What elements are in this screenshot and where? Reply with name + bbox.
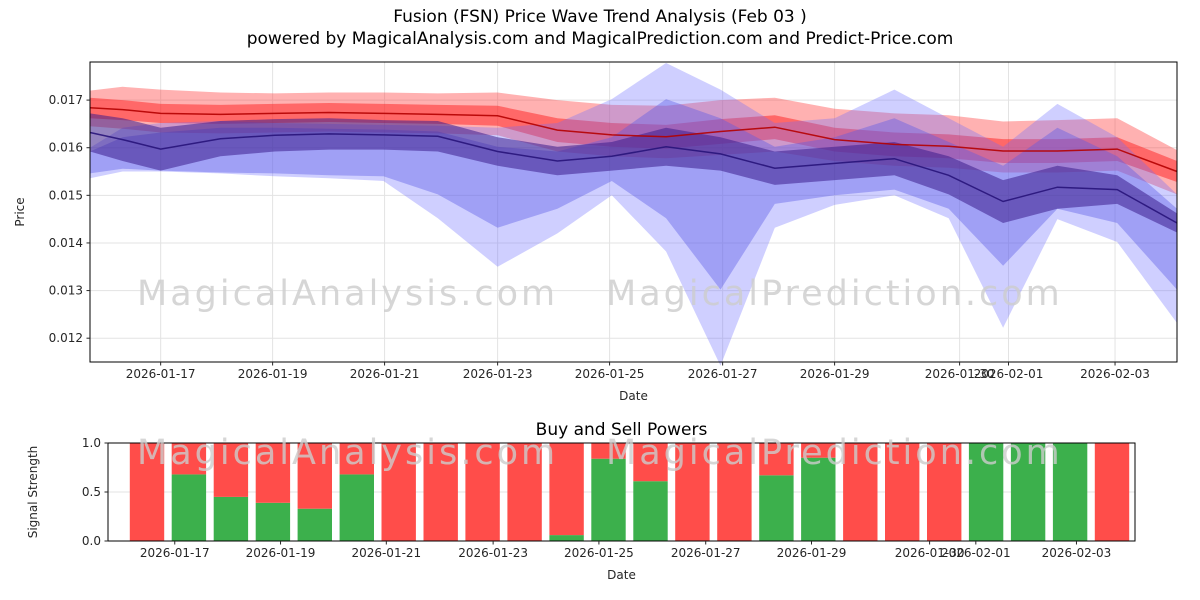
sell-bar xyxy=(129,443,165,541)
buy-bar xyxy=(297,508,332,541)
y-tick-label: 0.0 xyxy=(82,534,101,548)
x-tick-label: 2026-02-03 xyxy=(1042,546,1112,560)
sell-bar xyxy=(339,443,374,475)
x-tick-label: 2026-01-25 xyxy=(564,546,634,560)
buy-bar xyxy=(171,474,207,541)
buy-bar xyxy=(759,475,794,541)
x-tick-label: 2026-01-17 xyxy=(126,367,196,381)
buy-sell-powers-chart: 2026-01-17 2026-01-19 2026-01-21 2026-01-23… xyxy=(26,420,1136,582)
sell-bar xyxy=(381,443,416,541)
y-tick-label: 0.012 xyxy=(49,331,83,345)
sell-bar xyxy=(297,443,332,509)
y-tick-label: 0.017 xyxy=(49,93,83,107)
x-tick-label: 2026-01-17 xyxy=(140,546,210,560)
sell-bar xyxy=(171,443,207,475)
sell-bar xyxy=(213,443,249,497)
buy-bar xyxy=(801,457,836,541)
buy-bar xyxy=(213,496,249,541)
buy-bar xyxy=(633,481,668,541)
y-tick-label: 0.013 xyxy=(49,284,83,298)
buy-median-line xyxy=(89,131,1178,224)
buy-bar xyxy=(1010,443,1046,541)
y-tick-label: 0.5 xyxy=(82,485,101,499)
x-tick-label: 2026-01-19 xyxy=(238,367,308,381)
x-tick-label: 2026-01-30 xyxy=(925,367,995,381)
x-tick-label: 2026-02-03 xyxy=(1080,367,1150,381)
buy-sell-powers-axes: 2026-01-17 2026-01-19 2026-01-21 2026-01-23… xyxy=(26,420,1136,582)
x-tick-label: 2026-01-25 xyxy=(575,367,645,381)
buy-bar xyxy=(549,535,584,541)
sell-bar xyxy=(507,443,542,541)
trend-core-band xyxy=(90,113,1177,233)
y-tick-label: 1.0 xyxy=(82,436,101,450)
y-tick-label: 0.014 xyxy=(49,236,83,250)
buy-bar xyxy=(255,502,291,541)
x-tick-label: 2026-01-27 xyxy=(688,367,758,381)
price-wave-axes: 2026-01-17 2026-01-19 2026-01-21 2026-01-23… xyxy=(13,61,1178,403)
figure-title: Fusion (FSN) Price Wave Trend Analysis (… xyxy=(0,6,1200,50)
x-tick-label: 2026-02-01 xyxy=(941,546,1011,560)
buy-sell-powers-ylabel: Signal Strength xyxy=(26,446,40,539)
buy-bar xyxy=(339,474,374,541)
x-tick-label: 2026-01-27 xyxy=(671,546,741,560)
sell-bar xyxy=(1094,443,1130,541)
sell-bar xyxy=(717,443,752,541)
buy-sell-powers-xlabel: Date xyxy=(607,568,636,582)
y-tick-label: 0.015 xyxy=(49,188,83,202)
price-wave-chart: 2026-01-17 2026-01-19 2026-01-21 2026-01-23… xyxy=(13,61,1178,403)
x-tick-label: 2026-01-21 xyxy=(350,367,420,381)
sell-bar xyxy=(423,443,458,541)
sell-bar xyxy=(675,443,710,541)
x-tick-label: 2026-01-19 xyxy=(246,546,316,560)
sell-bar xyxy=(885,443,920,541)
sell-bar xyxy=(633,443,668,482)
sell-bar xyxy=(549,443,584,536)
x-tick-label: 2026-01-23 xyxy=(463,367,533,381)
sell-bar xyxy=(591,443,626,459)
wave-bands xyxy=(90,63,1177,366)
sell-bar xyxy=(927,443,962,541)
sell-median-line xyxy=(89,106,1178,173)
x-tick-label: 2026-01-30 xyxy=(895,546,965,560)
x-tick-label: 2026-01-29 xyxy=(777,546,847,560)
x-tick-label: 2026-01-29 xyxy=(800,367,870,381)
sell-bar xyxy=(843,443,878,541)
figure-title-line1: Fusion (FSN) Price Wave Trend Analysis (… xyxy=(393,7,807,27)
price-wave-xlabel: Date xyxy=(619,389,648,403)
x-tick-label: 2026-01-21 xyxy=(351,546,421,560)
sell-bar xyxy=(465,443,500,541)
buy-sell-powers-title: Buy and Sell Powers xyxy=(536,420,708,440)
buy-bar xyxy=(968,443,1004,541)
figure-title-line2: powered by MagicalAnalysis.com and Magic… xyxy=(246,29,954,49)
price-wave-ylabel: Price xyxy=(13,197,27,226)
y-tick-label: 0.016 xyxy=(49,141,83,155)
signal-bars xyxy=(129,443,1130,541)
sell-bar xyxy=(801,443,836,458)
x-tick-label: 2026-01-23 xyxy=(458,546,528,560)
sell-bar xyxy=(759,443,794,476)
sell-bar xyxy=(255,443,291,503)
buy-bar xyxy=(591,458,626,541)
x-tick-label: 2026-02-01 xyxy=(974,367,1044,381)
buy-bar xyxy=(1052,443,1088,541)
wave-median-lines xyxy=(89,106,1178,224)
